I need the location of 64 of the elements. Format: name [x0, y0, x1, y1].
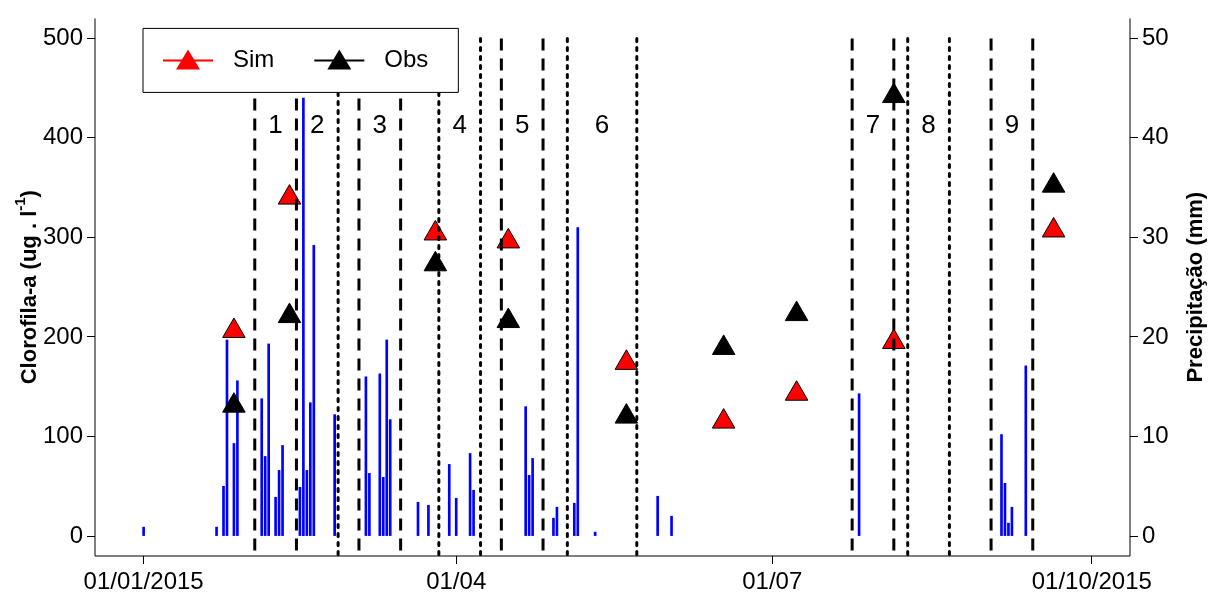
point — [614, 403, 639, 424]
bar — [670, 515, 673, 536]
y-tick-label: 300 — [42, 222, 83, 250]
bar — [215, 526, 218, 536]
x-tick-label: 01/10/2015 — [1031, 567, 1152, 594]
point — [423, 250, 448, 272]
bar — [302, 97, 305, 536]
ref-line-label: 5 — [514, 109, 530, 140]
bar — [454, 497, 458, 536]
bar — [1024, 365, 1028, 536]
bar — [236, 380, 239, 536]
y-tick-label: 0 — [69, 520, 83, 548]
ref-line-label: 9 — [1004, 109, 1020, 140]
y2-axis-title: Precipitação (mm) — [1182, 191, 1208, 383]
bar — [281, 445, 284, 536]
x-tick-label: 01/01/2015 — [83, 567, 204, 594]
bar — [427, 504, 430, 536]
y-tick-label: 100 — [42, 421, 83, 449]
y-tick-label: 400 — [42, 122, 83, 150]
point — [1041, 216, 1066, 238]
bar — [260, 398, 264, 536]
y2-tick-label: 50 — [1142, 22, 1169, 50]
ref-line-label: 3 — [372, 109, 388, 140]
bar — [385, 339, 389, 536]
point — [277, 184, 302, 205]
point — [1041, 172, 1066, 193]
bar — [378, 373, 382, 536]
bar — [1000, 434, 1003, 536]
point — [222, 317, 246, 338]
bar — [447, 464, 451, 536]
ref-line-label: 8 — [921, 109, 936, 140]
ref-line-label: 7 — [865, 109, 881, 140]
point — [614, 349, 639, 370]
y-tick-label: 200 — [42, 321, 83, 349]
bar — [312, 245, 316, 536]
point — [711, 408, 736, 429]
x-tick-label: 01/07 — [742, 567, 803, 594]
x-tick-label: 01/04 — [426, 567, 487, 594]
y2-tick-label: 0 — [1142, 520, 1156, 548]
ref-line-label: 1 — [268, 109, 283, 140]
bar — [576, 227, 580, 536]
point — [784, 300, 809, 322]
bar — [267, 343, 270, 536]
point — [277, 302, 302, 324]
point — [711, 334, 736, 355]
point — [784, 380, 809, 401]
legend-label: Sim — [233, 45, 275, 73]
point — [222, 392, 246, 413]
bar — [531, 458, 534, 536]
ref-line-label: 4 — [452, 109, 467, 140]
point — [496, 307, 521, 329]
bar — [524, 406, 527, 536]
y2-tick-label: 20 — [1142, 321, 1169, 349]
y-tick-label: 500 — [42, 22, 83, 50]
ref-line-label: 2 — [310, 109, 325, 140]
y2-tick-label: 10 — [1142, 421, 1169, 449]
ref-line-label: 6 — [594, 109, 610, 140]
bar — [656, 495, 659, 536]
bar — [142, 526, 145, 536]
legend-label: Obs — [384, 45, 429, 73]
y2-tick-label: 30 — [1142, 222, 1169, 250]
y-axis-title: Clorofila-a (ug . l-1) — [11, 190, 42, 385]
y2-tick-label: 40 — [1142, 122, 1169, 150]
bar — [333, 414, 336, 536]
